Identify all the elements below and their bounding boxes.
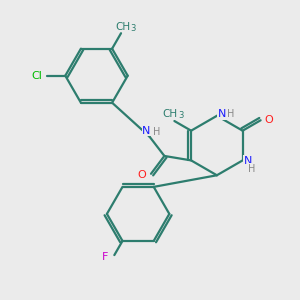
Text: 3: 3	[130, 24, 136, 33]
Text: H: H	[226, 109, 234, 119]
Text: 3: 3	[178, 111, 184, 120]
Text: N: N	[244, 156, 252, 166]
Text: CH: CH	[115, 22, 130, 32]
Text: N: N	[142, 126, 151, 136]
Text: O: O	[138, 170, 146, 180]
Text: O: O	[265, 115, 273, 125]
Text: CH: CH	[162, 109, 178, 118]
Text: N: N	[218, 109, 226, 119]
Text: Cl: Cl	[32, 71, 43, 81]
Text: H: H	[248, 164, 256, 174]
Text: F: F	[102, 252, 108, 262]
Text: H: H	[153, 128, 161, 137]
